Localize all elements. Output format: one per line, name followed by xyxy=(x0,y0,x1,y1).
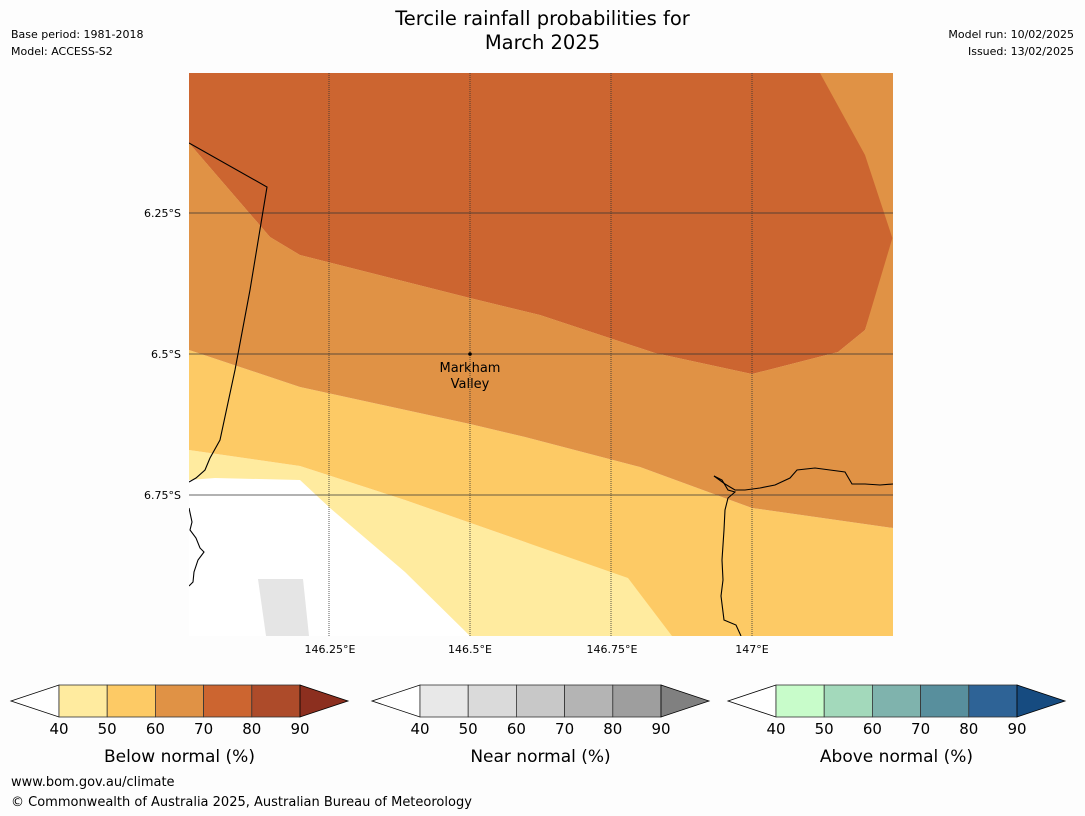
colorbar-near: 40 50 60 70 80 90 Near normal (%) xyxy=(370,684,711,767)
lon-label-146-25: 146.25°E xyxy=(305,643,356,656)
lat-label-6-25: 6.25°S xyxy=(144,207,181,220)
colorbar-below: 40 50 60 70 80 90 Below normal (%) xyxy=(9,684,350,767)
lon-label-146-75: 146.75°E xyxy=(587,643,638,656)
colorbar-near-tick-70: 70 xyxy=(555,720,574,738)
colorbar-above-tick-90: 90 xyxy=(1007,720,1026,738)
title-line-2: March 2025 xyxy=(484,31,601,54)
colorbar-above-tick-80: 80 xyxy=(959,720,978,738)
model-text: Model: ACCESS-S2 xyxy=(11,45,113,58)
model-run-text: Model run: 10/02/2025 xyxy=(948,28,1074,41)
colorbar-above-tick-50: 50 xyxy=(815,720,834,738)
province-boundary-line xyxy=(189,142,268,483)
colorbar-above-segment-50 xyxy=(823,684,873,718)
map-panel[interactable] xyxy=(189,73,893,636)
colorbar-above-segment-70 xyxy=(920,684,970,718)
footer-copyright: © Commonwealth of Australia 2025, Austra… xyxy=(11,795,472,810)
colorbar-below-segment-80 xyxy=(251,684,301,718)
coastline-east-shore xyxy=(713,467,893,491)
coastline-east-river xyxy=(713,475,742,636)
colorbar-near-segment-70 xyxy=(564,684,614,718)
coastline-west xyxy=(189,507,205,587)
colorbar-below-segment-60 xyxy=(154,684,204,718)
colorbar-above-over-extension xyxy=(1016,684,1067,718)
map-title: Tercile rainfall probabilities for March… xyxy=(0,7,1085,55)
colorbar-near-segment-50 xyxy=(467,684,517,718)
colorbar-near-segment-40 xyxy=(419,684,469,718)
gridlines xyxy=(189,73,893,636)
colorbar-near-under-extension xyxy=(370,684,421,718)
colorbar-below-tick-70: 70 xyxy=(194,720,213,738)
metadata-left: Base period: 1981-2018 Model: ACCESS-S2 xyxy=(11,26,143,60)
colorbar-near-label: Near normal (%) xyxy=(470,747,610,767)
colorbar-near-tick-40: 40 xyxy=(410,720,429,738)
region-below-70-80 xyxy=(189,73,893,374)
colorbar-near-segment-60 xyxy=(516,684,566,718)
colorbar-below-tick-80: 80 xyxy=(242,720,261,738)
colorbar-below-tick-60: 60 xyxy=(146,720,165,738)
lon-label-147: 147°E xyxy=(735,643,768,656)
lat-label-6-5: 6.5°S xyxy=(151,348,181,361)
colorbar-above-tick-40: 40 xyxy=(766,720,785,738)
colorbar-below-segment-70 xyxy=(203,684,253,718)
place-label-line1: Markham xyxy=(440,361,501,376)
title-line-1: Tercile rainfall probabilities for xyxy=(395,7,690,30)
base-period-text: Base period: 1981-2018 xyxy=(11,28,144,41)
colorbar-above-label: Above normal (%) xyxy=(820,747,973,767)
region-white-sea xyxy=(189,478,470,636)
colorbar-below-segment-50 xyxy=(106,684,156,718)
colorbar-below-segment-40 xyxy=(58,684,108,718)
issued-text: Issued: 13/02/2025 xyxy=(967,45,1074,58)
colorbar-below-under-extension xyxy=(9,684,60,718)
coastline-boundaries xyxy=(189,142,893,636)
colorbar-below-label: Below normal (%) xyxy=(104,747,255,767)
colorbar-near-tick-50: 50 xyxy=(459,720,478,738)
lon-label-146-5: 146.5°E xyxy=(448,643,492,656)
colorbar-above-tick-70: 70 xyxy=(911,720,930,738)
region-grey-no-data xyxy=(258,579,309,636)
colorbar-near-tick-90: 90 xyxy=(651,720,670,738)
colorbar-near-tick-60: 60 xyxy=(507,720,526,738)
region-below-50-60 xyxy=(189,350,893,636)
metadata-right: Model run: 10/02/2025 Issued: 13/02/2025 xyxy=(948,26,1074,60)
colorbar-above: 40 50 60 70 80 90 Above normal (%) xyxy=(726,684,1067,767)
colorbar-below-tick-40: 40 xyxy=(49,720,68,738)
lat-label-6-75: 6.75°S xyxy=(144,489,181,502)
place-label-line2: Valley xyxy=(451,377,490,392)
colorbar-above-tick-60: 60 xyxy=(863,720,882,738)
markham-valley-point[interactable] xyxy=(468,352,472,356)
colorbar-below-tick-90: 90 xyxy=(290,720,309,738)
colorbar-near-over-extension xyxy=(660,684,711,718)
region-below-60-70-south xyxy=(189,143,893,528)
colorbar-above-segment-40 xyxy=(775,684,825,718)
colorbar-above-segment-80 xyxy=(968,684,1018,718)
colorbar-above-under-extension xyxy=(726,684,777,718)
colorbar-near-tick-80: 80 xyxy=(603,720,622,738)
footer-url: www.bom.gov.au/climate xyxy=(11,775,175,790)
colorbar-below-over-extension xyxy=(299,684,350,718)
colorbar-near-segment-80 xyxy=(612,684,662,718)
colorbar-above-segment-60 xyxy=(872,684,922,718)
colorbar-legends: 40 50 60 70 80 90 Below normal (%) 40 50 60 70 80 90… xyxy=(9,684,1067,767)
colorbar-below-tick-50: 50 xyxy=(98,720,117,738)
